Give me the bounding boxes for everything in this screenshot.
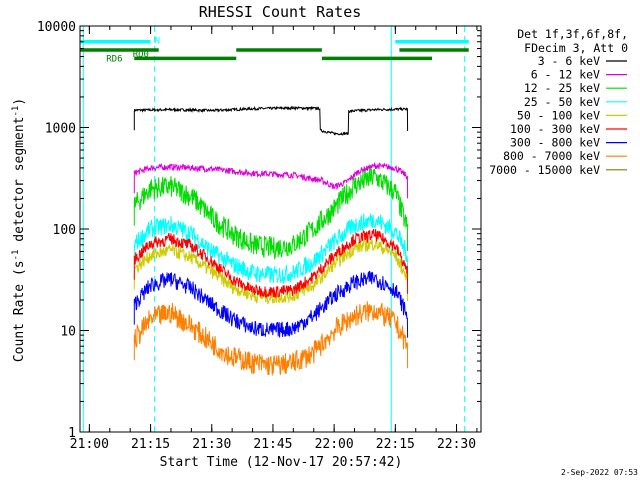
y-axis: 1 10 100 1000 10000	[37, 20, 481, 441]
flag-label-n: N	[155, 37, 160, 47]
y-axis-label: Count Rate (s-1 detector segment-1)	[11, 98, 27, 362]
x-tick-label-0: 21:00	[70, 437, 109, 452]
legend-label-8: 7000 - 15000 keV	[489, 163, 600, 177]
series-line-3	[133, 213, 409, 285]
legend-label-3: 25 - 50 keV	[524, 95, 600, 109]
legend-label-7: 800 - 7000 keV	[503, 149, 600, 163]
y-tick-label-2: 100	[53, 223, 76, 238]
x-tick-label-5: 22:15	[376, 437, 415, 452]
series-line-7	[133, 301, 409, 376]
series-line-5	[133, 228, 409, 298]
x-tick-label-3: 21:45	[253, 437, 292, 452]
x-tick-label-4: 22:00	[315, 437, 354, 452]
series-line-1	[133, 161, 409, 199]
x-tick-label-6: 22:30	[437, 437, 476, 452]
flag-bars: N RD0 RD6	[80, 37, 469, 64]
y-tick-label-4: 10000	[37, 20, 76, 35]
legend-label-6: 300 - 800 keV	[510, 136, 600, 150]
series-line-0	[133, 105, 409, 136]
y-tick-label-3: 1000	[45, 122, 76, 137]
y-tick-label-0: 1	[68, 426, 76, 441]
legend-label-4: 50 - 100 keV	[517, 108, 600, 122]
legend: Det 1f,3f,6f,8f, FDecim 3, Att 0 3 - 6 k…	[489, 27, 628, 177]
y-tick-label-1: 10	[60, 325, 76, 340]
legend-label-2: 12 - 25 keV	[524, 81, 600, 95]
legend-label-1: 6 - 12 keV	[531, 68, 600, 82]
timestamp: 2-Sep-2022 07:53	[561, 468, 638, 477]
series-lines	[133, 105, 409, 376]
x-tick-label-2: 21:30	[192, 437, 231, 452]
legend-label-5: 100 - 300 keV	[510, 122, 600, 136]
flag-label-rd6: RD6	[106, 54, 122, 64]
series-line-2	[133, 167, 409, 261]
legend-label-0: 3 - 6 keV	[538, 54, 600, 68]
x-axis-label: Start Time (12-Nov-17 20:57:42)	[160, 455, 403, 470]
series-line-6	[133, 270, 409, 338]
chart-title: RHESSI Count Rates	[199, 3, 362, 21]
flag-label-rd0: RD0	[133, 50, 149, 60]
x-axis: 21:00 21:15 21:30 21:45 22:00 22:15 22:30	[70, 26, 478, 452]
legend-header-2: FDecim 3, Att 0	[524, 41, 628, 55]
x-tick-label-1: 21:15	[131, 437, 170, 452]
legend-header-1: Det 1f,3f,6f,8f,	[517, 27, 628, 41]
